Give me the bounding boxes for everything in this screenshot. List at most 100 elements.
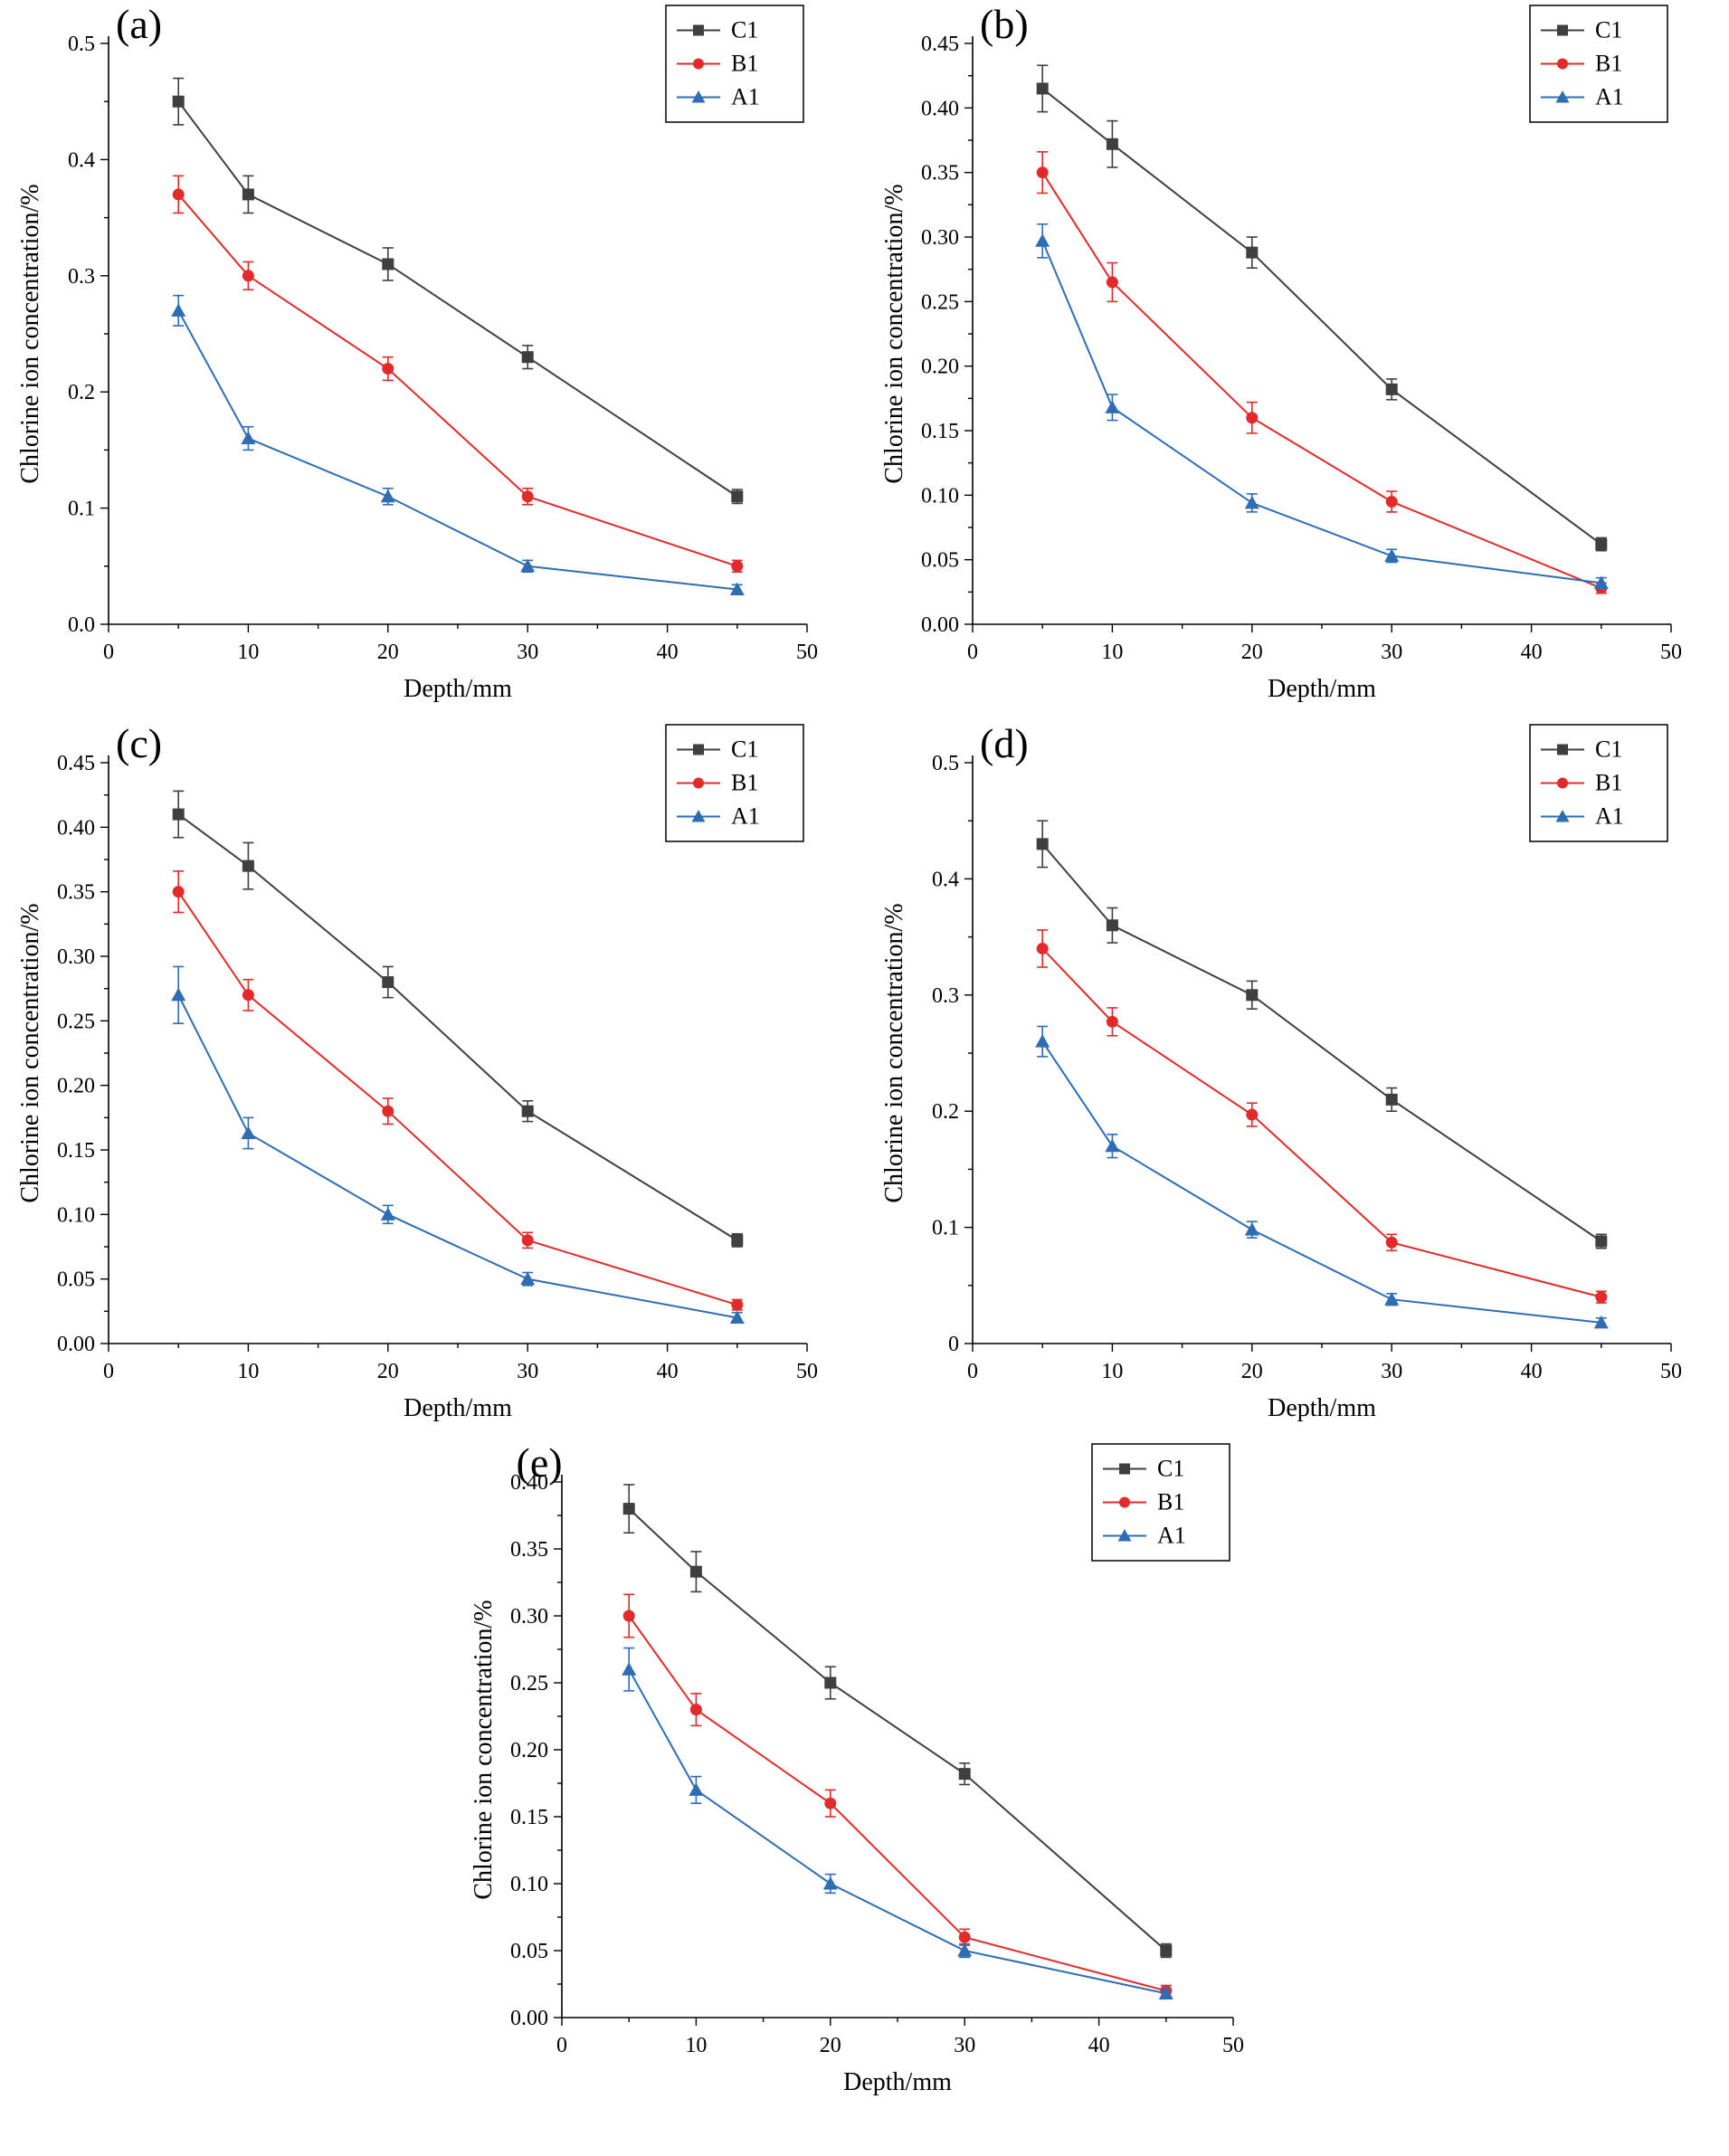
series-A1 (1035, 223, 1609, 589)
legend-label-B1: B1 (731, 51, 758, 77)
circle-marker (693, 777, 704, 789)
x-tick-label: 0 (103, 1360, 114, 1383)
error-bars (173, 77, 743, 505)
circle-marker (1036, 166, 1049, 179)
y-tick-label: 0.2 (68, 381, 95, 404)
series-B1 (1036, 151, 1608, 594)
square-marker (731, 490, 744, 503)
y-tick-label: 0.35 (510, 1538, 548, 1562)
error-bars (622, 1484, 1172, 1959)
chart-a-plot: 0.0 0.1 0.2 0.3 0.4 0.5 0 10 20 30 40 50 Chlorine io… (16, 5, 818, 703)
legend-label-C1: C1 (1157, 1456, 1184, 1482)
chart-e-plot: 0.00 0.05 0.10 0.15 0.20 0.25 0.30 0.35 0.40 0 10 2… (470, 1443, 1244, 2096)
triangle-marker (688, 1782, 703, 1796)
x-tick-label: 20 (377, 1360, 399, 1383)
error-bars (173, 965, 743, 1324)
x-tick-label: 0 (103, 641, 114, 664)
tick-marks (100, 43, 808, 632)
chart-panel-b: (b) 0.00 0.05 0.10 0.15 0.20 0.25 0.30 0.35 0.40… (864, 0, 1728, 719)
panel-label-b: (b) (980, 1, 1029, 47)
square-marker (689, 1565, 702, 1578)
series-line (1041, 843, 1602, 1242)
circle-marker (693, 58, 704, 70)
square-marker (1595, 538, 1608, 551)
y-tick-label: 0.05 (510, 1940, 548, 1963)
x-tick-label: 30 (1381, 1360, 1402, 1383)
triangle-marker (1244, 1222, 1259, 1236)
series-C1 (172, 77, 744, 505)
circle-marker (1106, 1015, 1118, 1028)
x-tick-label: 40 (1521, 641, 1543, 664)
x-axis-label: Depth/mm (1268, 675, 1376, 703)
circle-marker (172, 188, 185, 201)
triangle-marker (1555, 90, 1570, 103)
circle-marker (1106, 276, 1118, 289)
series-line (177, 891, 738, 1306)
y-tick-label: 0.30 (57, 945, 95, 969)
square-marker (242, 860, 254, 872)
series-line (627, 1615, 1166, 1992)
square-marker (1036, 838, 1049, 850)
triangle-marker (1384, 1292, 1400, 1306)
x-tick-label: 10 (237, 1360, 259, 1383)
error-bars (173, 790, 743, 1248)
series-B1 (172, 870, 744, 1311)
y-tick-label: 0.4 (932, 868, 959, 891)
x-tick-label: 20 (819, 2034, 841, 2057)
square-marker (1385, 1093, 1398, 1106)
x-tick-label: 0 (967, 641, 978, 664)
circle-marker (1385, 1236, 1398, 1249)
y-tick-label: 0.40 (510, 1471, 548, 1495)
circle-marker (1118, 1496, 1130, 1508)
legend-label-A1: A1 (1595, 84, 1624, 110)
y-tick-label: 0.30 (921, 226, 959, 250)
triangle-marker (1035, 1034, 1050, 1048)
y-tick-label: 0.25 (57, 1010, 95, 1033)
y-tick-label: 0.20 (57, 1075, 95, 1098)
series-C1 (172, 790, 744, 1248)
triangle-marker (1384, 548, 1400, 562)
y-tick-label: 0.5 (68, 33, 95, 56)
series-line (177, 194, 738, 567)
triangle-marker (171, 987, 186, 1002)
triangle-marker (380, 489, 395, 503)
panel-label-c: (c) (116, 720, 163, 766)
circle-marker (689, 1704, 702, 1716)
circle-marker (242, 270, 254, 282)
y-tick-label: 0.3 (68, 265, 95, 289)
chart-panel-a: (a) 0.0 0.1 0.2 0.3 0.4 0.5 0 10 20 30 40 50 Chlorin… (0, 0, 864, 719)
legend-label-C1: C1 (1595, 736, 1622, 763)
square-marker (1385, 383, 1398, 395)
y-tick-label: 0.40 (921, 97, 959, 120)
triangle-marker (520, 1271, 536, 1286)
error-bars (1037, 929, 1607, 1304)
x-axis-label: Depth/mm (1268, 1394, 1376, 1422)
square-marker (1246, 246, 1259, 259)
series-line (177, 100, 738, 498)
tick-marks (964, 43, 1672, 632)
series-C1 (1036, 64, 1608, 552)
square-marker (823, 1676, 836, 1689)
circle-marker (1036, 942, 1049, 955)
chart-b-plot: 0.00 0.05 0.10 0.15 0.20 0.25 0.30 0.35 0.40 0.45… (880, 5, 1682, 703)
y-tick-label: 0.25 (921, 290, 959, 314)
y-tick-label: 0.1 (932, 1217, 959, 1240)
legend-label-C1: C1 (1595, 17, 1622, 43)
panel-label-a: (a) (116, 1, 163, 47)
x-tick-label: 30 (954, 2034, 975, 2057)
circle-marker (622, 1610, 635, 1622)
triangle-marker (1105, 1138, 1120, 1153)
triangle-marker (729, 1310, 745, 1324)
y-tick-label: 0.05 (921, 549, 959, 573)
series-C1 (622, 1484, 1172, 1959)
square-marker (242, 188, 254, 201)
square-marker (958, 1768, 971, 1781)
tick-marks (964, 762, 1672, 1352)
tick-labels: 0 0.1 0.2 0.3 0.4 0.5 0 10 20 30 40 50 (932, 752, 1682, 1383)
y-axis-label: Chlorine ion concentration/% (880, 184, 908, 483)
tick-labels: 0.00 0.05 0.10 0.15 0.20 0.25 0.30 0.35 0.40 0 10 2… (510, 1471, 1244, 2057)
y-tick-label: 0 (948, 1333, 959, 1356)
y-tick-label: 0.05 (57, 1268, 95, 1292)
square-marker (1106, 138, 1118, 150)
error-bars (1037, 223, 1607, 589)
